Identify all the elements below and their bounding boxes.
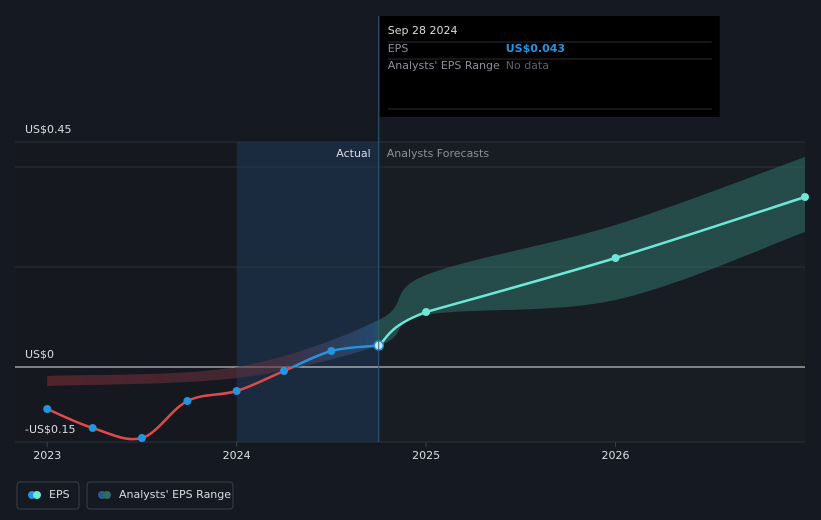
y-tick-label: US$0.45 <box>25 123 72 136</box>
legend: EPS Analysts' EPS Range <box>16 481 234 510</box>
region-label: Analysts Forecasts <box>387 147 490 160</box>
region-label: Actual <box>336 147 370 160</box>
legend-label: EPS <box>49 488 70 501</box>
forecast-dot <box>611 254 620 262</box>
tooltip-label: Analysts' EPS Range <box>388 59 500 72</box>
tooltip <box>379 16 720 117</box>
x-tick-label: 2023 <box>33 449 61 462</box>
tooltip-value: US$0.043 <box>506 42 565 55</box>
x-tick-label: 2026 <box>602 449 630 462</box>
legend-box[interactable] <box>16 481 80 510</box>
forecast-dot <box>422 308 431 316</box>
eps-dot <box>280 367 289 375</box>
eps-line <box>46 344 379 441</box>
tooltip-date: Sep 28 2024 <box>388 24 458 37</box>
eps-dot <box>88 424 97 432</box>
legend-label: Analysts' EPS Range <box>119 488 231 501</box>
x-tick-label: 2025 <box>412 449 440 462</box>
actual-shade <box>236 142 379 442</box>
eps-dot <box>137 434 146 442</box>
tooltip-value: No data <box>506 59 549 72</box>
past-background <box>15 142 237 442</box>
legend-box[interactable] <box>86 481 234 510</box>
tooltip-label: EPS <box>388 42 409 55</box>
y-tick-label: US$0 <box>25 348 54 361</box>
eps-dot <box>43 405 52 413</box>
legend-swatch <box>33 491 41 499</box>
eps-dot <box>232 387 241 395</box>
legend-swatch <box>103 491 111 499</box>
y-tick-label: -US$0.15 <box>25 423 76 436</box>
eps-dot <box>327 347 336 355</box>
x-tick-label: 2024 <box>223 449 251 462</box>
eps-range-band <box>47 157 805 386</box>
eps-dot <box>183 397 192 405</box>
forecast-dot <box>801 193 809 201</box>
